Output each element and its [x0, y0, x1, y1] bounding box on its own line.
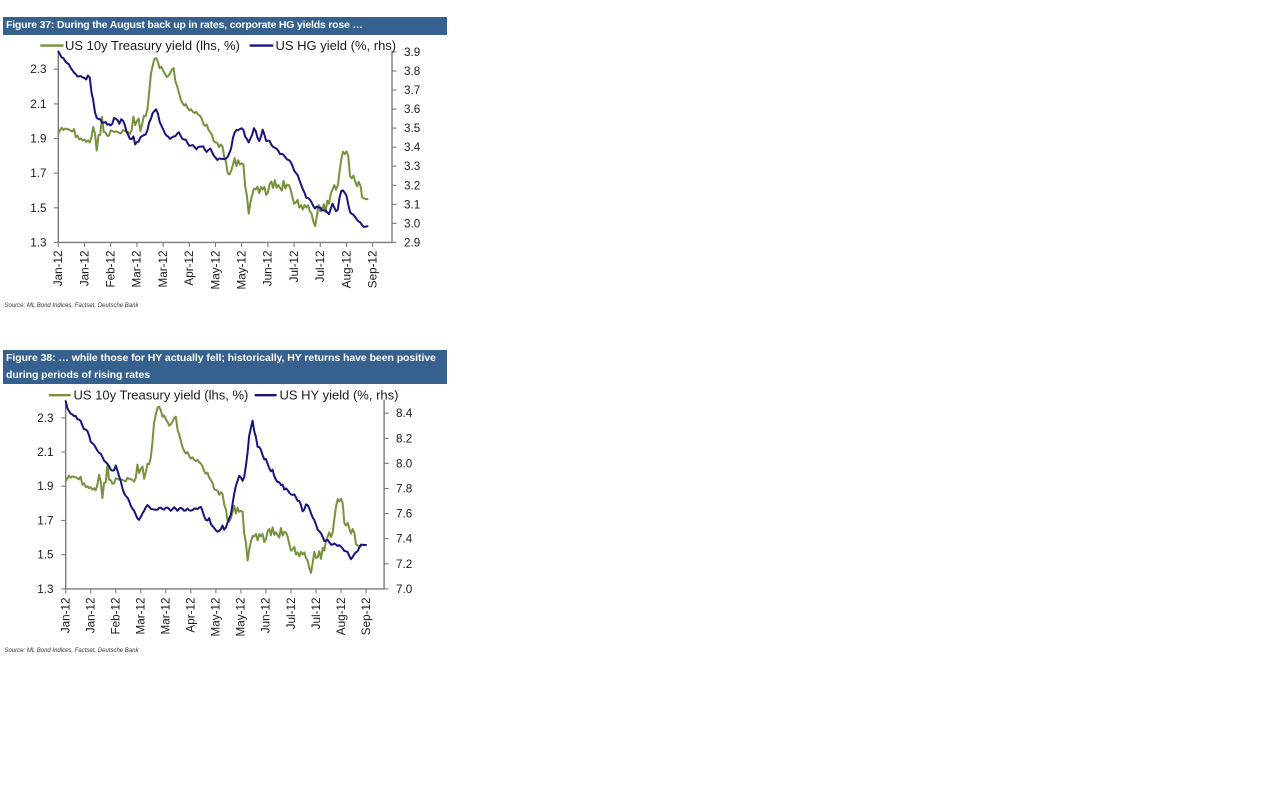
svg-text:3.0: 3.0: [404, 217, 421, 230]
svg-text:3.8: 3.8: [404, 65, 420, 78]
svg-text:7.2: 7.2: [396, 558, 412, 571]
svg-text:Sep-12: Sep-12: [367, 251, 380, 289]
svg-text:Jan-12: Jan-12: [78, 251, 91, 287]
svg-text:Sep-12: Sep-12: [360, 598, 373, 636]
svg-text:Aug-12: Aug-12: [335, 598, 348, 636]
svg-text:Jul-12: Jul-12: [310, 598, 323, 630]
svg-text:3.2: 3.2: [404, 179, 420, 192]
svg-text:May-12: May-12: [235, 598, 248, 637]
svg-text:7.4: 7.4: [396, 533, 413, 546]
svg-text:Jul-12: Jul-12: [285, 598, 298, 630]
svg-text:7.8: 7.8: [396, 483, 412, 496]
svg-text:2.1: 2.1: [30, 98, 46, 111]
svg-text:Jan-12: Jan-12: [52, 251, 65, 287]
svg-text:1.3: 1.3: [30, 236, 46, 249]
svg-text:2.1: 2.1: [37, 446, 53, 459]
svg-text:Source: ML Bond Indices, Facts: Source: ML Bond Indices, Factset, Deutsc…: [5, 648, 140, 654]
svg-text:1.9: 1.9: [37, 480, 53, 493]
svg-text:2.9: 2.9: [404, 236, 420, 249]
svg-text:3.4: 3.4: [404, 141, 421, 154]
svg-text:Mar-12: Mar-12: [157, 251, 170, 288]
svg-text:Mar-12: Mar-12: [160, 598, 173, 635]
svg-text:2.3: 2.3: [30, 63, 46, 76]
svg-text:3.7: 3.7: [404, 84, 420, 97]
svg-text:3.6: 3.6: [404, 103, 420, 116]
svg-text:1.7: 1.7: [30, 167, 46, 180]
svg-text:1.5: 1.5: [30, 202, 47, 215]
svg-text:Feb-12: Feb-12: [105, 251, 118, 288]
svg-text:Jun-12: Jun-12: [260, 598, 273, 634]
svg-text:3.3: 3.3: [404, 160, 420, 173]
svg-text:7.0: 7.0: [396, 583, 413, 596]
svg-text:May-12: May-12: [209, 251, 222, 290]
svg-text:2.3: 2.3: [37, 412, 53, 425]
svg-text:8.4: 8.4: [396, 407, 413, 420]
svg-text:Source: ML Bond Indices, Facts: Source: ML Bond Indices, Factset, Deutsc…: [5, 303, 140, 309]
svg-text:3.5: 3.5: [404, 122, 421, 135]
svg-text:Mar-12: Mar-12: [131, 251, 144, 288]
svg-text:Jul-12: Jul-12: [314, 251, 327, 283]
svg-text:8.2: 8.2: [396, 432, 412, 445]
svg-text:1.5: 1.5: [37, 549, 54, 562]
svg-text:Jun-12: Jun-12: [262, 251, 275, 287]
svg-text:3.9: 3.9: [404, 46, 420, 59]
svg-text:Feb-12: Feb-12: [110, 598, 123, 635]
svg-text:May-12: May-12: [210, 598, 223, 637]
svg-text:1.7: 1.7: [37, 515, 53, 528]
svg-text:1.3: 1.3: [37, 583, 53, 596]
svg-text:Jan-12: Jan-12: [60, 598, 73, 634]
svg-text:1.9: 1.9: [30, 133, 46, 146]
svg-text:3.1: 3.1: [404, 198, 420, 211]
svg-text:8.0: 8.0: [396, 457, 413, 470]
svg-text:May-12: May-12: [236, 251, 249, 290]
svg-text:Apr-12: Apr-12: [185, 598, 198, 633]
svg-text:US HG yield (%, rhs): US HG yield (%, rhs): [276, 38, 397, 53]
svg-text:Jul-12: Jul-12: [288, 251, 301, 283]
svg-text:US HY yield (%, rhs): US HY yield (%, rhs): [280, 388, 399, 403]
svg-text:Aug-12: Aug-12: [340, 251, 353, 289]
svg-text:Mar-12: Mar-12: [135, 598, 148, 635]
svg-text:Apr-12: Apr-12: [183, 251, 196, 286]
svg-text:7.6: 7.6: [396, 508, 412, 521]
svg-text:US 10y Treasury yield (lhs, %): US 10y Treasury yield (lhs, %): [74, 388, 249, 403]
svg-text:US 10y Treasury yield (lhs, %): US 10y Treasury yield (lhs, %): [65, 38, 240, 53]
svg-text:Jan-12: Jan-12: [85, 598, 98, 634]
